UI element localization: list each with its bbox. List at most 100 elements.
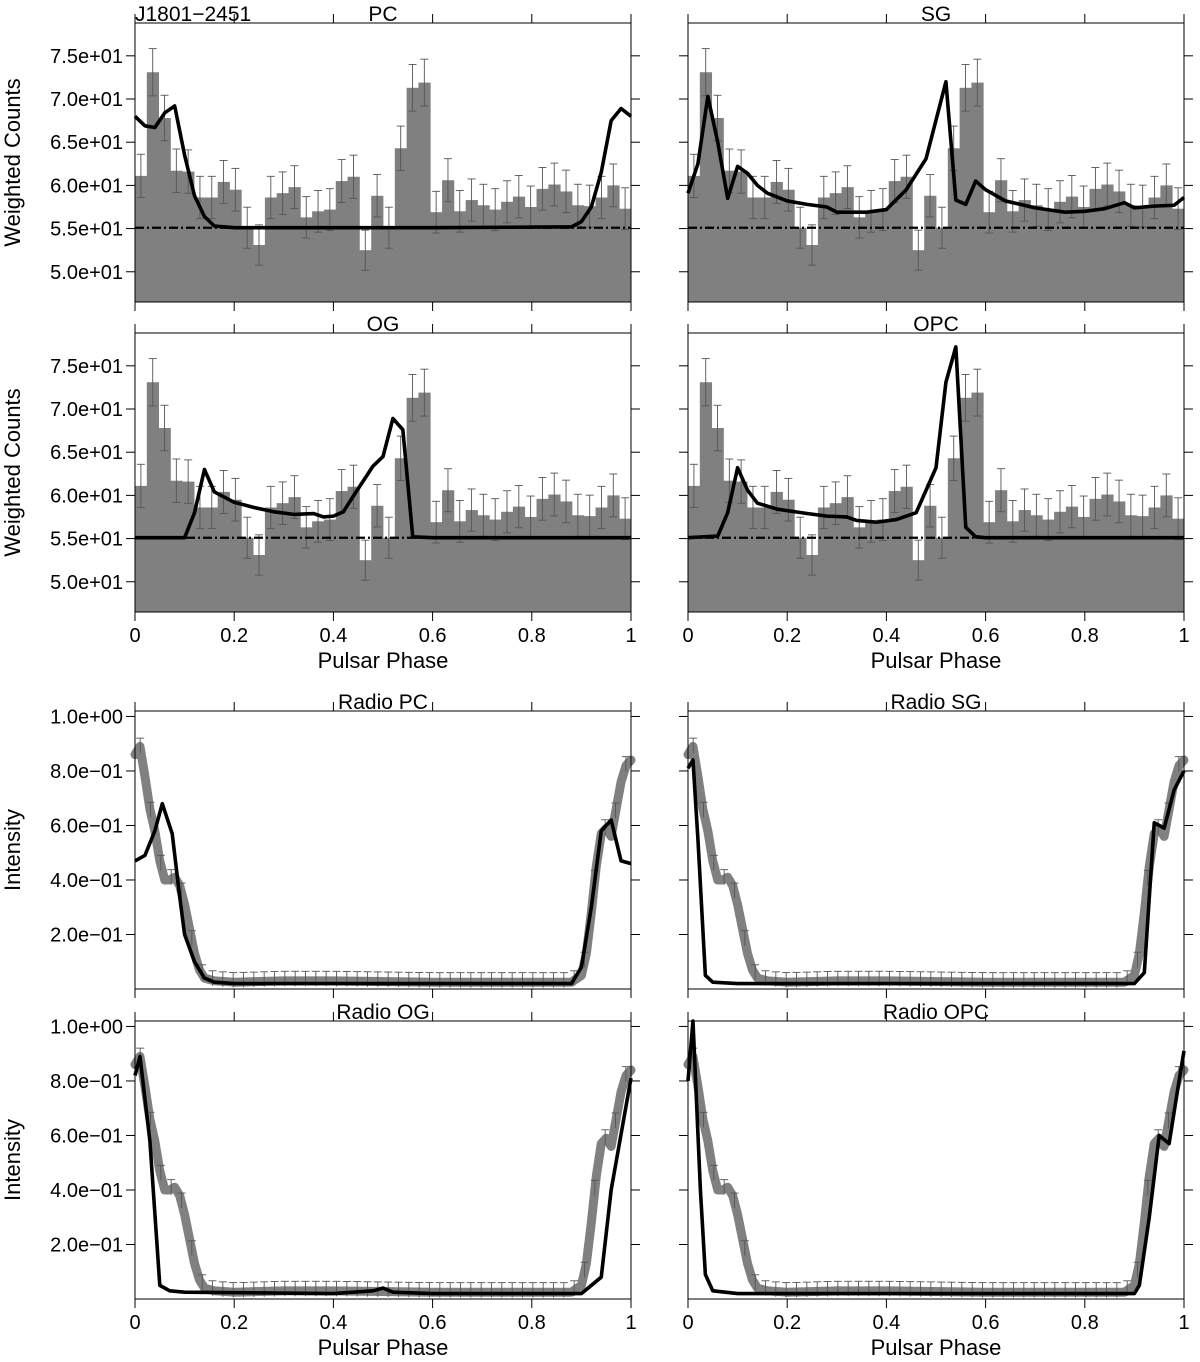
og-model-line (135, 416, 631, 540)
sg-bar (1172, 208, 1185, 302)
pulsar-label: J1801−2451 (135, 3, 251, 26)
radio-og-observed-line (130, 1051, 636, 1297)
pc-bar (264, 197, 278, 302)
radio-pc-ylabel: Intensity (0, 809, 25, 891)
pc-bar (241, 227, 254, 302)
og-bar (548, 494, 561, 612)
radio-og-xtick-label: 0.8 (518, 1312, 546, 1334)
opc-bar (1148, 507, 1161, 612)
opc-bar (1101, 494, 1114, 612)
sg-bar (1030, 205, 1043, 302)
radio-pc-model-line (134, 801, 632, 986)
radio-pc-frame (134, 710, 632, 990)
sg-bar (936, 227, 949, 302)
opc-xtick-label: 0.8 (1071, 625, 1099, 647)
sg-bar (723, 170, 736, 302)
pc-bar (253, 244, 266, 302)
radio-og-panel: 2.0e−01 4.0e−01 6.0e−01 8.0e−01 1.0e+00 0 0.2 0… (0, 1001, 640, 1360)
pc-bar (465, 200, 478, 302)
og-ytick-label: 7.0e+01 (50, 399, 123, 421)
radio-og-ylabel: Intensity (0, 1119, 25, 1201)
og-bar (276, 503, 289, 612)
radio-opc-xtick-label: 0.4 (872, 1312, 900, 1334)
og-bar (205, 507, 219, 612)
pc-bar (394, 148, 408, 302)
og-bar (489, 519, 502, 612)
radio-sg-observed-line (683, 741, 1189, 987)
sg-bar (770, 181, 783, 302)
og-bar (253, 554, 266, 612)
opc-xtick-label: 0 (682, 625, 693, 647)
radio-pc-panel: 2.0e−01 4.0e−01 6.0e−01 8.0e−01 1.0e+00 Radio… (0, 691, 640, 998)
opc-bar (747, 507, 760, 612)
pc-bar (571, 205, 585, 302)
opc-bar (912, 560, 925, 612)
og-bar (595, 507, 608, 612)
opc-bar (1065, 506, 1079, 612)
pc-ytick-label: 5.5e+01 (50, 219, 123, 241)
pc-bar (347, 176, 360, 302)
sg-bar (959, 87, 972, 302)
og-bar (335, 491, 348, 612)
pc-bar (170, 170, 183, 302)
pc-bar (512, 196, 526, 302)
opc-bar (1042, 519, 1055, 612)
pc-bar (158, 118, 171, 303)
radio-og-xtick-label: 0.4 (319, 1312, 347, 1334)
opc-bar (758, 507, 772, 612)
radio-pc-ytick-label: 2.0e−01 (50, 924, 123, 946)
radio-opc-observed-line (683, 1051, 1189, 1297)
og-bar (158, 428, 171, 612)
og-bar (217, 491, 230, 612)
pc-bar (536, 188, 549, 302)
sg-bar (688, 175, 701, 302)
pc-bar (442, 180, 455, 302)
og-bar (241, 537, 254, 612)
og-panel: 5.0e+01 5.5e+01 6.0e+01 6.5e+01 7.0e+01 7.5e+… (0, 313, 640, 673)
sg-bar (735, 171, 748, 302)
og-bar (418, 392, 431, 612)
radio-opc-frame (687, 1020, 1185, 1300)
sg-bar (1065, 196, 1079, 302)
opc-panel: 0 0.2 0.4 0.6 0.8 1 OPC Pulsar Phase (679, 313, 1193, 673)
og-bar (560, 501, 573, 612)
opc-bar (817, 507, 831, 612)
opc-bar (1089, 498, 1102, 612)
radio-sg-title: Radio SG (890, 691, 981, 714)
sg-bar (888, 181, 901, 302)
pc-bar (359, 250, 372, 302)
sg-bar (971, 82, 984, 302)
pc-model-line (133, 104, 633, 230)
radio-sg-frame (687, 710, 1185, 990)
pc-bar (312, 211, 325, 302)
sg-model-line (686, 79, 1186, 214)
pc-bar (548, 184, 561, 302)
pc-bar (418, 82, 431, 302)
opc-bar (794, 537, 807, 612)
sg-bar (782, 189, 795, 302)
pc-bar (406, 87, 419, 302)
og-bar (194, 507, 207, 612)
sg-bar (806, 244, 819, 302)
og-bar (170, 480, 183, 612)
opc-bar (865, 521, 878, 612)
og-ytick-label: 6.0e+01 (50, 485, 123, 507)
opc-bar (971, 392, 984, 612)
pc-ytick-label: 7.0e+01 (50, 89, 123, 111)
og-bar (182, 481, 195, 612)
opc-bar (947, 458, 961, 612)
radio-og-ytick-label: 6.0e−01 (50, 1125, 123, 1147)
og-xtick-label: 0.6 (419, 625, 447, 647)
opc-bar (1172, 518, 1185, 612)
pc-bar (217, 181, 230, 302)
opc-bar (735, 481, 748, 612)
radio-opc-xtick-label: 0.2 (773, 1312, 801, 1334)
sg-bar (841, 187, 854, 302)
pc-bar (383, 227, 396, 302)
opc-bar (936, 537, 949, 612)
sg-bar (1124, 205, 1138, 302)
sg-bar (912, 250, 925, 302)
pc-ylabel: Weighted Counts (0, 78, 25, 246)
og-bar (135, 485, 148, 612)
radio-og-title: Radio OG (336, 1001, 429, 1024)
